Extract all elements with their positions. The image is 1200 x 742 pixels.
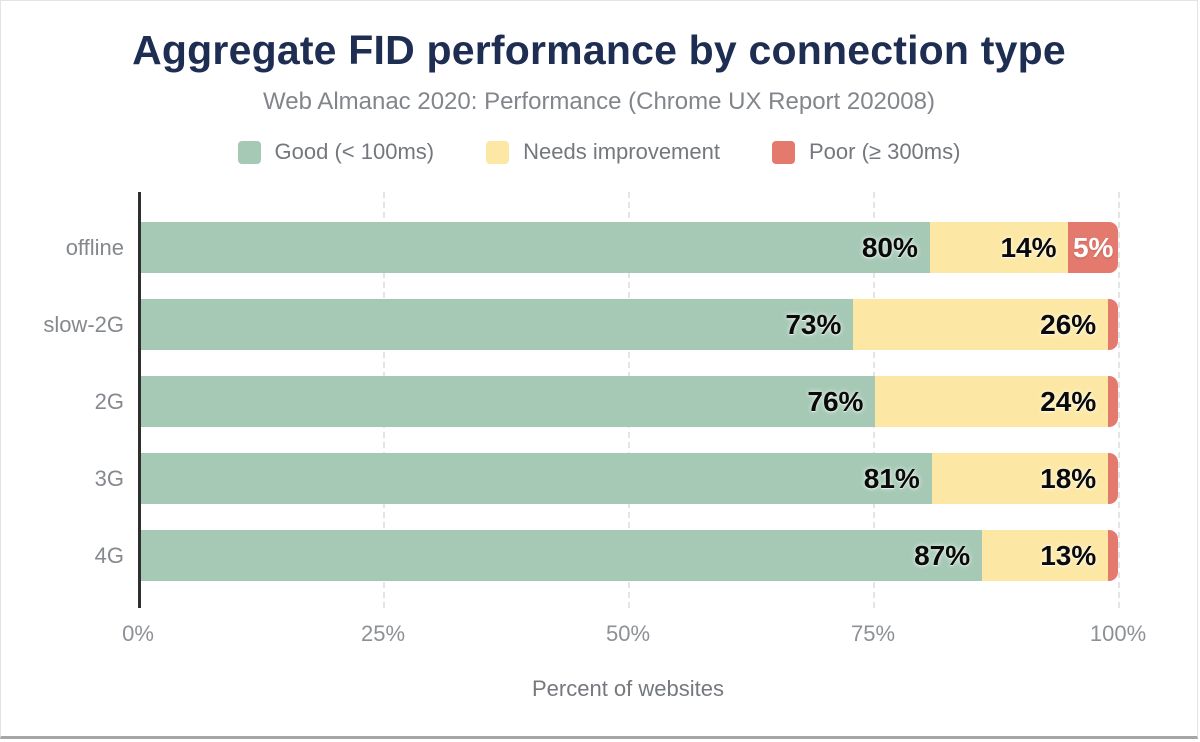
bar-value-label: 73% — [785, 308, 842, 340]
category-label: offline — [65, 235, 124, 260]
chart-title: Aggregate FID performance by connection … — [132, 27, 1066, 73]
bar-value-label: 5% — [1072, 231, 1114, 263]
bar-segment-good: 76% — [138, 376, 876, 427]
chart-subtitle: Web Almanac 2020: Performance (Chrome UX… — [263, 88, 935, 115]
x-tick-label: 50% — [605, 621, 651, 646]
bar-segment-poor — [1108, 299, 1118, 350]
legend-item-good: Good (< 100ms) — [237, 139, 435, 165]
bar-value-label: 14% — [1000, 231, 1057, 263]
legend-item-poor: Poor (≥ 300ms) — [771, 139, 961, 165]
bar-value-label: 80% — [861, 231, 918, 263]
bar-value-label: 76% — [807, 385, 864, 417]
legend-item-needs_improvement: Needs improvement — [486, 139, 720, 165]
gridline-100 — [1118, 192, 1120, 608]
plot-area: Percent of websites 0% 25% 50% 75% 100% offli… — [43, 192, 1146, 701]
bar-value-label: 18% — [1040, 462, 1097, 494]
x-tick-label: 100% — [1089, 621, 1147, 646]
category-label: 4G — [94, 543, 124, 568]
bar-segment-poor — [1108, 530, 1118, 581]
bar-value-label: 24% — [1040, 385, 1097, 417]
legend-swatch-needs_improvement — [486, 140, 510, 164]
bar-segment-good: 73% — [138, 299, 854, 350]
bar-segment-poor — [1108, 376, 1118, 427]
bar-segment-poor — [1108, 453, 1118, 504]
bar-value-label: 81% — [863, 462, 920, 494]
x-tick-label: 75% — [850, 621, 896, 646]
bar-row-slow-2G: slow-2G 73% 26% — [43, 299, 1118, 350]
bar-row-2G: 2G 76% 24% — [95, 376, 1118, 427]
bar-segment-needs_improvement: 26% — [853, 299, 1109, 350]
category-label: 3G — [94, 466, 124, 491]
legend-label: Needs improvement — [523, 139, 720, 164]
bar-row-offline: offline 80% 14% 5% — [66, 222, 1118, 273]
bar-value-label: 13% — [1040, 539, 1097, 571]
category-label: slow-2G — [43, 312, 124, 337]
y-axis-line — [138, 192, 141, 608]
bar-value-label: 26% — [1040, 308, 1097, 340]
category-label: 2G — [94, 389, 124, 414]
x-axis-title: Percent of websites — [532, 676, 724, 701]
bar-segment-good: 87% — [138, 530, 983, 581]
legend-label: Poor (≥ 300ms) — [808, 139, 961, 164]
bar-row-3G: 3G 81% 18% — [95, 453, 1118, 504]
bar-segment-poor: 5% — [1068, 222, 1118, 273]
legend-label: Good (< 100ms) — [274, 139, 435, 164]
bar-row-4G: 4G 87% 13% — [95, 530, 1118, 581]
bar-value-label: 87% — [914, 539, 971, 571]
bar-segment-needs_improvement: 24% — [875, 376, 1109, 427]
legend-swatch-good — [237, 140, 261, 164]
bar-segment-needs_improvement: 18% — [931, 453, 1109, 504]
bar-segment-good: 81% — [138, 453, 932, 504]
bar-segment-needs_improvement: 13% — [982, 530, 1109, 581]
bar-segment-good: 80% — [138, 222, 930, 273]
bar-segment-needs_improvement: 14% — [929, 222, 1069, 273]
x-tick-label: 0% — [122, 621, 154, 646]
x-tick-label: 25% — [360, 621, 406, 646]
legend: Good (< 100ms) Needs improvement Poor (≥ 3… — [1, 139, 1197, 165]
legend-swatch-poor — [771, 140, 795, 164]
